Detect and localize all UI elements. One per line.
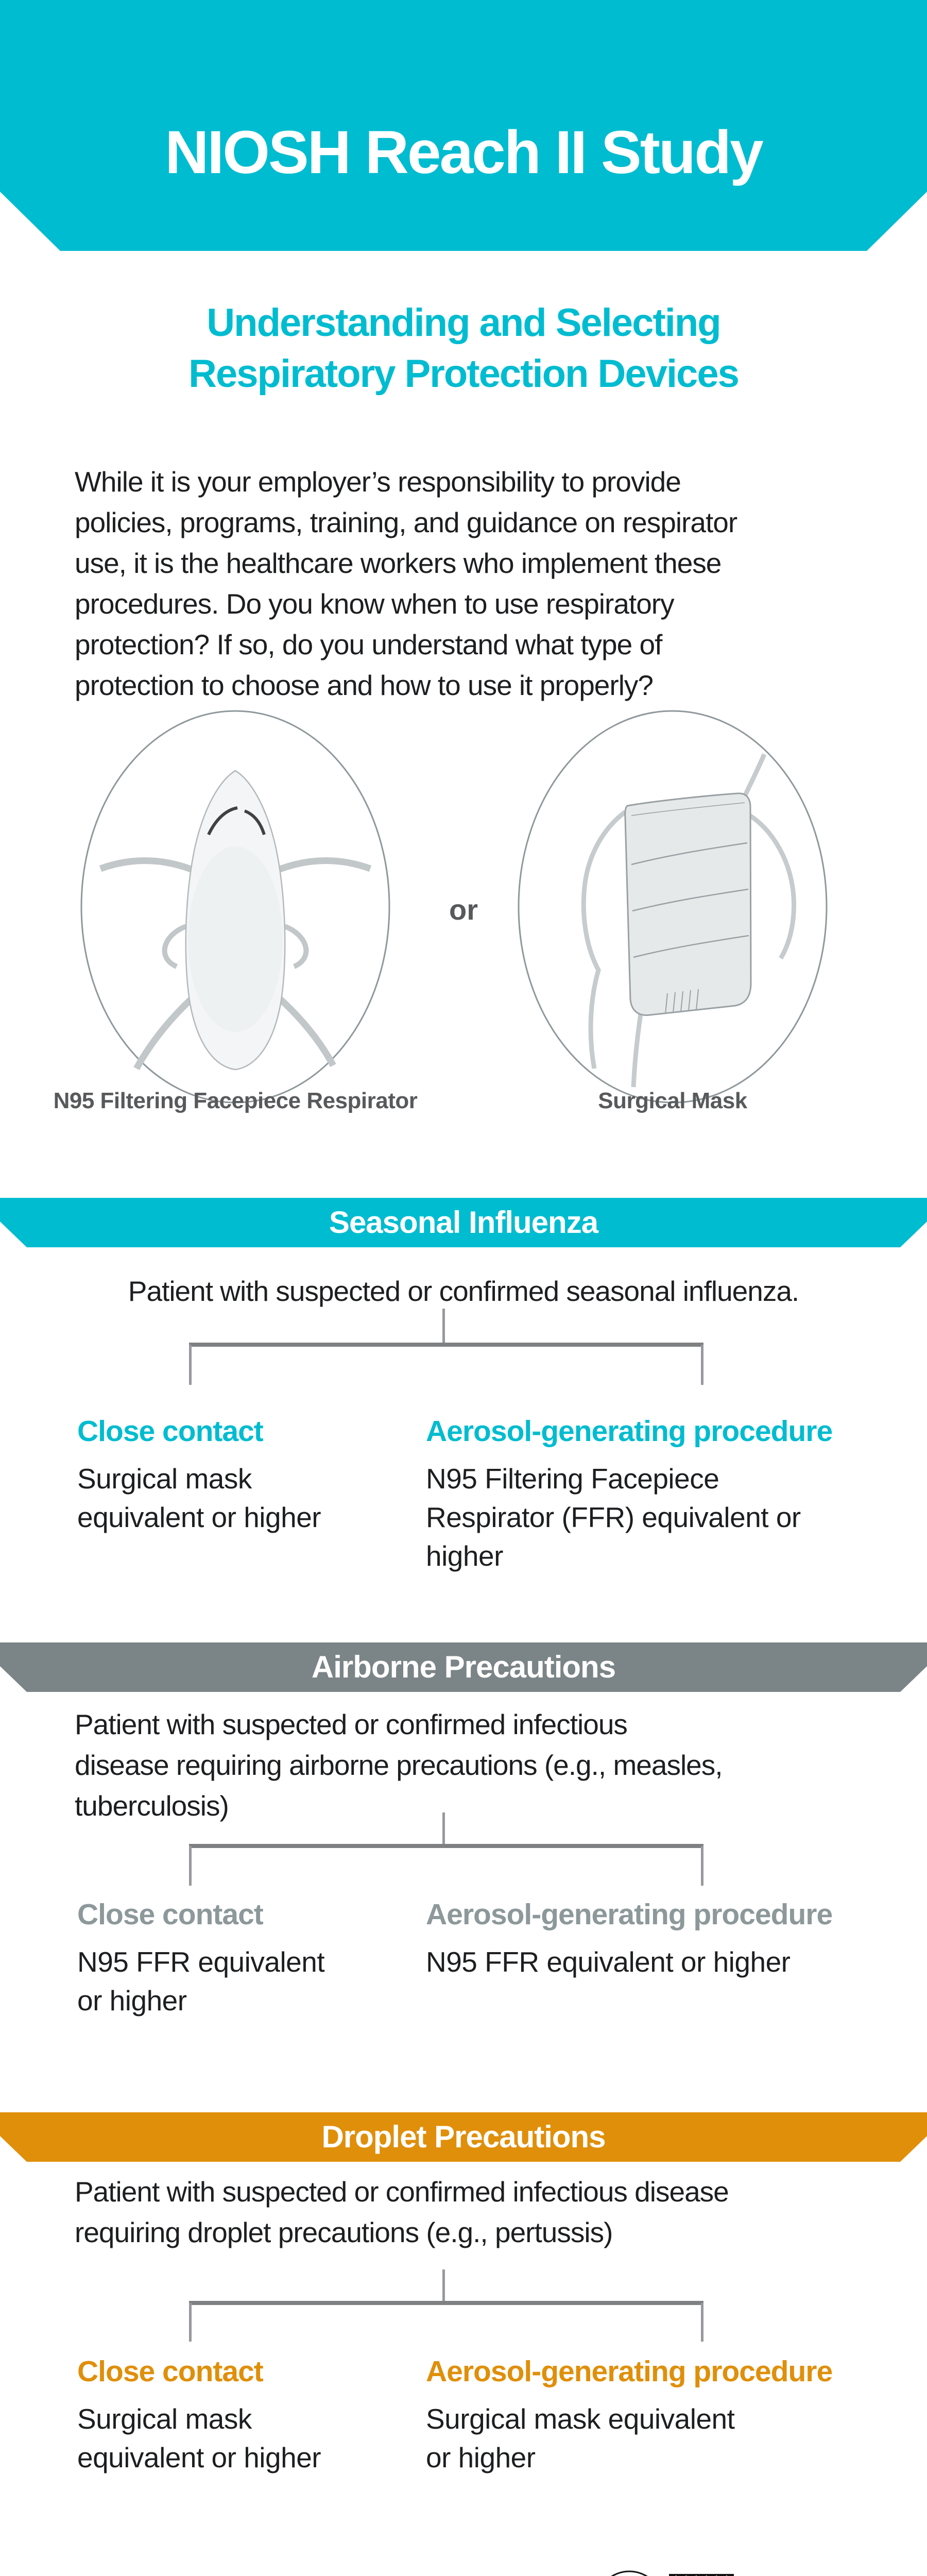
tree-drop-left [189, 2303, 192, 2342]
header-banner: NIOSH Reach II Study [0, 0, 927, 251]
mask-pleats [631, 802, 749, 1014]
tree-bar [189, 1844, 703, 1848]
aerosol-procedure-column: Aerosol-generating procedure Surgical ma… [426, 2354, 889, 2477]
surgical-mask-caption: Surgical Mask [598, 1088, 747, 1113]
mask-ties [581, 753, 796, 1088]
intro-line: policies, programs, training, and guidan… [75, 506, 737, 538]
description-line: Patient with suspected or confirmed infe… [75, 2176, 729, 2208]
column-text-line: N95 Filtering Facepiece [426, 1463, 719, 1495]
tree-drop-right [701, 1345, 703, 1385]
tree-drop-left [189, 1345, 192, 1385]
column-text-line: or higher [77, 1985, 187, 2016]
subtitle: Understanding and Selecting Respiratory … [0, 297, 927, 399]
section-description: Patient with suspected or confirmed seas… [0, 1271, 927, 1312]
subtitle-line: Understanding and Selecting [207, 301, 721, 345]
section-title: Airborne Precautions [311, 1650, 616, 1684]
intro-line: protection to choose and how to use it p… [75, 669, 654, 701]
intro-line: While it is your employer’s responsibili… [75, 466, 681, 498]
description-line: Patient with suspected or confirmed seas… [128, 1275, 799, 1307]
surgical-mask-illustration [518, 710, 828, 1104]
n95-caption: N95 Filtering Facepiece Respirator [53, 1088, 418, 1113]
column-text-line: N95 FFR equivalent [77, 1946, 325, 1978]
column-heading: Aerosol-generating procedure [426, 1415, 833, 1448]
column-text-line: higher [426, 1540, 503, 1572]
intro-paragraph: While it is your employer’s responsibili… [75, 462, 737, 706]
tree-bar [189, 2301, 703, 2305]
or-label: or [449, 893, 478, 926]
section-banner: Droplet Precautions [0, 2112, 927, 2162]
cdc-logo: CDC Workplace Safety and Health ™ [669, 2574, 734, 2576]
section-description: Patient with suspected or confirmed infe… [75, 1704, 723, 1826]
column-text-line: equivalent or higher [77, 1501, 321, 1533]
section-droplet-precautions: Droplet Precautions Patient with suspect… [0, 2112, 927, 2524]
tree-stem [442, 2269, 445, 2301]
column-heading: Close contact [77, 2355, 264, 2388]
aerosol-procedure-column: Aerosol-generating procedure N95 FFR equ… [426, 1897, 889, 1981]
column-text-line: N95 FFR equivalent or higher [426, 1946, 791, 1978]
n95-respirator-illustration [80, 710, 390, 1104]
column-text-line: Surgical mask equivalent [426, 2403, 735, 2435]
close-contact-column: Close contact Surgical mask equivalent o… [77, 2354, 417, 2477]
description-line: requiring droplet precautions (e.g., per… [75, 2216, 613, 2248]
description-line: tuberculosis) [75, 1790, 229, 1822]
section-airborne-precautions: Airborne Precautions Patient with suspec… [0, 1642, 927, 2096]
column-heading: Close contact [77, 1898, 264, 1931]
nose-clip-marks [207, 806, 266, 836]
column-text-line: Surgical mask [77, 1463, 252, 1495]
tree-drop-right [701, 2303, 703, 2342]
intro-line: protection? If so, do you understand wha… [75, 629, 662, 660]
page-title: NIOSH Reach II Study [165, 118, 764, 187]
section-banner: Airborne Precautions [0, 1642, 927, 1692]
column-heading: Aerosol-generating procedure [426, 2355, 833, 2388]
column-text-line: or higher [426, 2442, 536, 2473]
tree-bar [189, 1343, 703, 1347]
close-contact-column: Close contact Surgical mask equivalent o… [77, 1414, 417, 1537]
tree-drop-left [189, 1846, 192, 1886]
section-title: Droplet Precautions [321, 2120, 606, 2154]
column-text-line: equivalent or higher [77, 2442, 321, 2473]
hhs-seal-logo: DEPARTMENT OF HEALTH AND HUMAN SERVICES … [594, 2570, 661, 2576]
tree-drop-right [701, 1846, 703, 1886]
seal-ring [611, 2570, 648, 2576]
column-heading: Close contact [77, 1415, 264, 1448]
column-heading: Aerosol-generating procedure [426, 1898, 833, 1931]
column-text-line: Surgical mask [77, 2403, 252, 2435]
close-contact-column: Close contact N95 FFR equivalent or high… [77, 1897, 417, 2020]
section-banner: Seasonal Influenza [0, 1198, 927, 1247]
section-description: Patient with suspected or confirmed infe… [75, 2172, 729, 2253]
respirator-shading [188, 846, 283, 1032]
section-title: Seasonal Influenza [329, 1205, 598, 1240]
column-text-line: Respirator (FFR) equivalent or [426, 1501, 801, 1533]
mask-body [624, 792, 752, 1016]
subtitle-line: Respiratory Protection Devices [188, 352, 740, 396]
intro-line: use, it is the healthcare workers who im… [75, 547, 722, 579]
aerosol-procedure-column: Aerosol-generating procedure N95 Filteri… [426, 1414, 889, 1575]
section-seasonal-influenza: Seasonal Influenza Patient with suspecte… [0, 1198, 927, 1597]
intro-line: procedures. Do you know when to use resp… [75, 588, 675, 620]
description-line: Patient with suspected or confirmed infe… [75, 1708, 628, 1740]
description-line: disease requiring airborne precautions (… [75, 1749, 723, 1781]
tree-stem [442, 1309, 445, 1343]
tree-stem [442, 1812, 445, 1844]
